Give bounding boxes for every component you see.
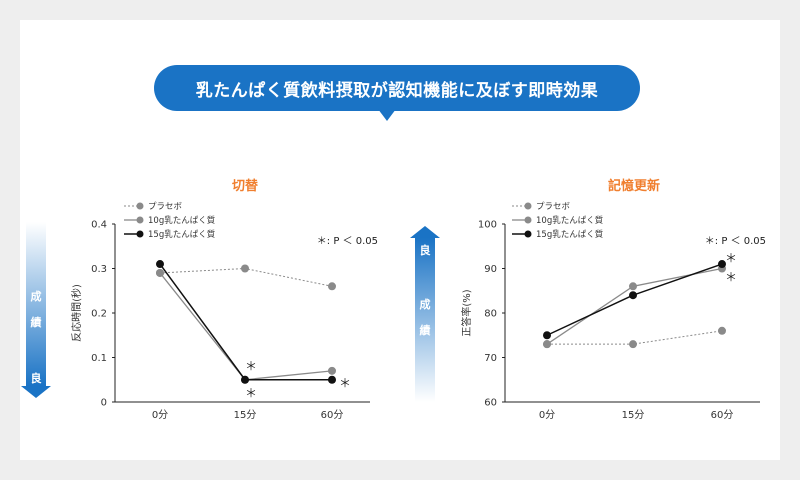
chart-title: 記憶更新 xyxy=(608,178,660,194)
y-tick-label: 60 xyxy=(484,398,497,409)
legend-marker xyxy=(136,202,144,210)
arrow-char: 成 xyxy=(31,289,42,303)
significance-note: ＊: P ＜ 0.05 xyxy=(317,236,378,247)
data-point xyxy=(718,260,726,269)
x-tick-label: 0分 xyxy=(539,409,555,421)
y-tick-label: 80 xyxy=(484,309,497,320)
arrow-char: 成 xyxy=(420,297,431,311)
series-line xyxy=(546,267,723,345)
data-point xyxy=(328,375,336,384)
arrow-shaft xyxy=(415,238,435,402)
banner-tail xyxy=(378,109,396,121)
y-axis-label: 正答率(%) xyxy=(460,289,473,336)
arrow-text-end: 良 xyxy=(31,371,42,385)
arrow-head xyxy=(21,386,51,398)
legend-marker xyxy=(136,216,144,224)
legend-label: 15g乳たんぱく質 xyxy=(536,229,604,240)
legend-label: プラセボ xyxy=(536,202,571,212)
data-point xyxy=(543,331,551,340)
legend-marker xyxy=(136,230,144,238)
y-tick-label: 0.1 xyxy=(91,353,107,364)
y-tick-label: 0.2 xyxy=(91,309,107,320)
x-tick-label: 0分 xyxy=(152,409,168,421)
data-point xyxy=(629,340,637,349)
data-point xyxy=(629,291,637,300)
x-tick-label: 15分 xyxy=(234,409,257,421)
significance-star: ＊ xyxy=(245,359,257,373)
significance-note: ＊: P ＜ 0.05 xyxy=(705,236,766,247)
x-tick-label: 60分 xyxy=(321,409,344,421)
arrow-head xyxy=(410,226,440,238)
data-point xyxy=(328,282,336,291)
data-point xyxy=(328,366,336,375)
legend-label: 10g乳たんぱく質 xyxy=(536,215,604,226)
x-tick-label: 60分 xyxy=(711,409,734,421)
banner-title: 乳たんぱく質飲料摂取が認知機能に及ぼす即時効果 xyxy=(154,65,640,111)
legend-label: 15g乳たんぱく質 xyxy=(148,229,216,240)
y-tick-label: 0.3 xyxy=(91,264,107,275)
arrow-text-end: 良 xyxy=(420,243,431,257)
y-tick-label: 90 xyxy=(484,264,497,275)
legend-label: 10g乳たんぱく質 xyxy=(148,215,216,226)
legend-label: プラセボ xyxy=(148,202,183,212)
significance-star: ＊ xyxy=(725,251,737,265)
data-point xyxy=(718,326,726,335)
data-point xyxy=(156,268,164,277)
y-tick-label: 0 xyxy=(101,398,107,409)
series-line xyxy=(546,263,723,336)
significance-star: ＊ xyxy=(725,270,737,284)
arrow-char: 績 xyxy=(31,315,42,329)
y-tick-label: 0.4 xyxy=(91,220,107,231)
arrow-shaft xyxy=(26,222,46,386)
legend-marker xyxy=(524,202,532,210)
chart-title: 切替 xyxy=(232,178,259,194)
data-point xyxy=(629,282,637,291)
legend-marker xyxy=(524,216,532,224)
significance-star: ＊ xyxy=(245,386,257,400)
data-point xyxy=(543,340,551,349)
data-point xyxy=(241,375,249,384)
data-point xyxy=(156,260,164,269)
x-tick-label: 15分 xyxy=(622,409,645,421)
significance-star: ＊ xyxy=(339,376,351,390)
legend-marker xyxy=(524,230,532,238)
y-tick-label: 70 xyxy=(484,353,497,364)
y-axis-label: 反応時間(秒) xyxy=(70,284,83,342)
y-tick-label: 100 xyxy=(478,220,497,231)
data-point xyxy=(241,264,249,273)
arrow-char: 績 xyxy=(420,323,431,337)
